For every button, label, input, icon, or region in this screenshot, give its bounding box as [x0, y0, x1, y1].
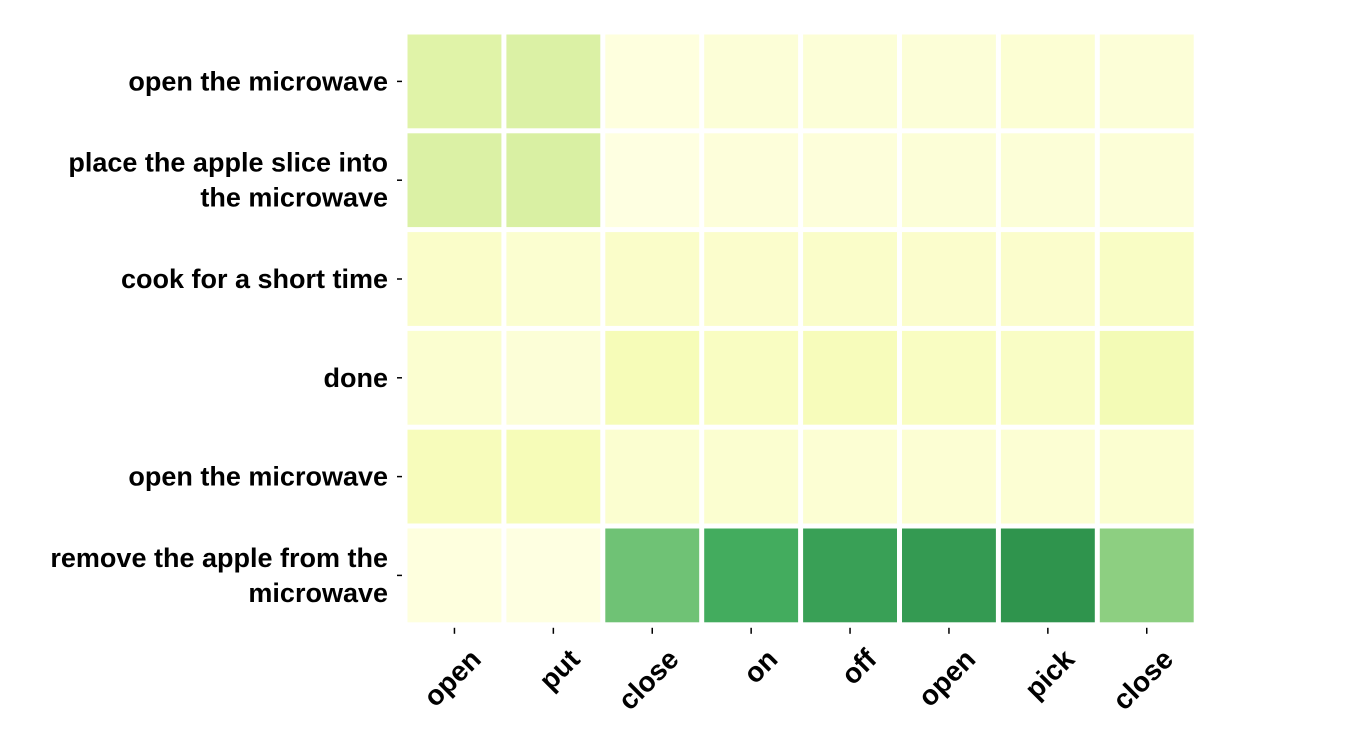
heatmap-cell-r1-c0	[407, 133, 502, 228]
heatmap-cell-r4-c3	[704, 429, 799, 524]
heatmap-cell-r3-c4	[803, 330, 897, 425]
heatmap-cell-r1-c2	[605, 133, 700, 228]
heatmap-cell-r5-c5	[902, 528, 996, 623]
heatmap-cell-r3-c3	[704, 330, 799, 425]
heatmap-cell-r2-c3	[704, 232, 799, 326]
y-tick-label-line: microwave	[248, 578, 388, 608]
heatmap-cell-r0-c6	[1000, 34, 1095, 129]
y-tick-label-line: the microwave	[200, 183, 388, 213]
heatmap-cell-r3-c5	[902, 330, 996, 425]
heatmap-cell-r3-c0	[407, 330, 502, 425]
y-tick-label: cook for a short time	[121, 264, 388, 294]
heatmap-cell-r4-c5	[902, 429, 996, 524]
heatmap-cell-r2-c5	[902, 232, 996, 326]
heatmap-cell-r1-c5	[902, 133, 996, 228]
heatmap-cell-r5-c1	[506, 528, 601, 623]
heatmap-cell-r5-c4	[803, 528, 897, 623]
heatmap-cell-r5-c2	[605, 528, 700, 623]
heatmap-cell-r2-c1	[506, 232, 601, 326]
heatmap-cell-r0-c0	[407, 34, 502, 129]
heatmap-cell-r3-c1	[506, 330, 601, 425]
heatmap-cell-r1-c7	[1099, 133, 1194, 228]
heatmap-cell-r0-c3	[704, 34, 799, 129]
heatmap-cell-r3-c6	[1000, 330, 1095, 425]
heatmap-cell-r5-c6	[1000, 528, 1095, 623]
heatmap-cell-r2-c7	[1099, 232, 1194, 326]
x-tick-label: close	[612, 643, 685, 716]
y-tick-label: done	[324, 363, 389, 393]
y-tick-label: place the apple slice into the microwave	[68, 148, 388, 213]
heatmap-cell-r4-c6	[1000, 429, 1095, 524]
heatmap-cell-r2-c4	[803, 232, 897, 326]
y-tick-label-line: done	[324, 363, 389, 393]
heatmap-cell-r0-c7	[1099, 34, 1194, 129]
heatmap-cell-r4-c4	[803, 429, 897, 524]
heatmap-cell-r5-c3	[704, 528, 799, 623]
y-tick-label: open the microwave	[128, 462, 388, 492]
x-tick-label: on	[737, 643, 783, 689]
heatmap-cell-r5-c7	[1099, 528, 1194, 623]
y-tick-label-line: open the microwave	[128, 462, 388, 492]
y-tick-label: remove the apple from the microwave	[50, 543, 388, 608]
x-tick-label: open	[912, 643, 981, 712]
heatmap-cell-r2-c6	[1000, 232, 1095, 326]
heatmap-cell-r2-c0	[407, 232, 502, 326]
x-axis: open put close on off open pick close	[418, 627, 1180, 716]
heatmap-cell-r3-c7	[1099, 330, 1194, 425]
heatmap-cell-r3-c2	[605, 330, 700, 425]
heatmap-cell-r4-c0	[407, 429, 502, 524]
x-tick-label: off	[835, 643, 883, 691]
heatmap-cell-r0-c5	[902, 34, 996, 129]
heatmap-cell-r1-c3	[704, 133, 799, 228]
heatmap-cells	[407, 34, 1194, 623]
heatmap-cell-r4-c2	[605, 429, 700, 524]
heatmap-cell-r5-c0	[407, 528, 502, 623]
y-tick-label-line: cook for a short time	[121, 264, 388, 294]
heatmap-cell-r2-c2	[605, 232, 700, 326]
heatmap-cell-r1-c6	[1000, 133, 1095, 228]
x-tick-label: close	[1107, 643, 1180, 716]
heatmap-cell-r0-c2	[605, 34, 700, 129]
heatmap-cell-r1-c4	[803, 133, 897, 228]
heatmap-cell-r1-c1	[506, 133, 601, 228]
y-axis: open the microwave place the apple slice …	[50, 66, 402, 608]
heatmap-cell-r4-c1	[506, 429, 601, 524]
y-tick-label-line: remove the apple from the	[50, 543, 388, 573]
heatmap-cell-r0-c1	[506, 34, 601, 129]
y-tick-label: open the microwave	[128, 66, 388, 96]
heatmap-cell-r4-c7	[1099, 429, 1194, 524]
heatmap-cell-r0-c4	[803, 34, 897, 129]
x-tick-label: put	[533, 643, 586, 696]
x-tick-label: pick	[1019, 643, 1081, 705]
y-tick-label-line: place the apple slice into	[68, 148, 388, 178]
y-tick-label-line: open the microwave	[128, 66, 388, 96]
x-tick-label: open	[418, 643, 487, 712]
